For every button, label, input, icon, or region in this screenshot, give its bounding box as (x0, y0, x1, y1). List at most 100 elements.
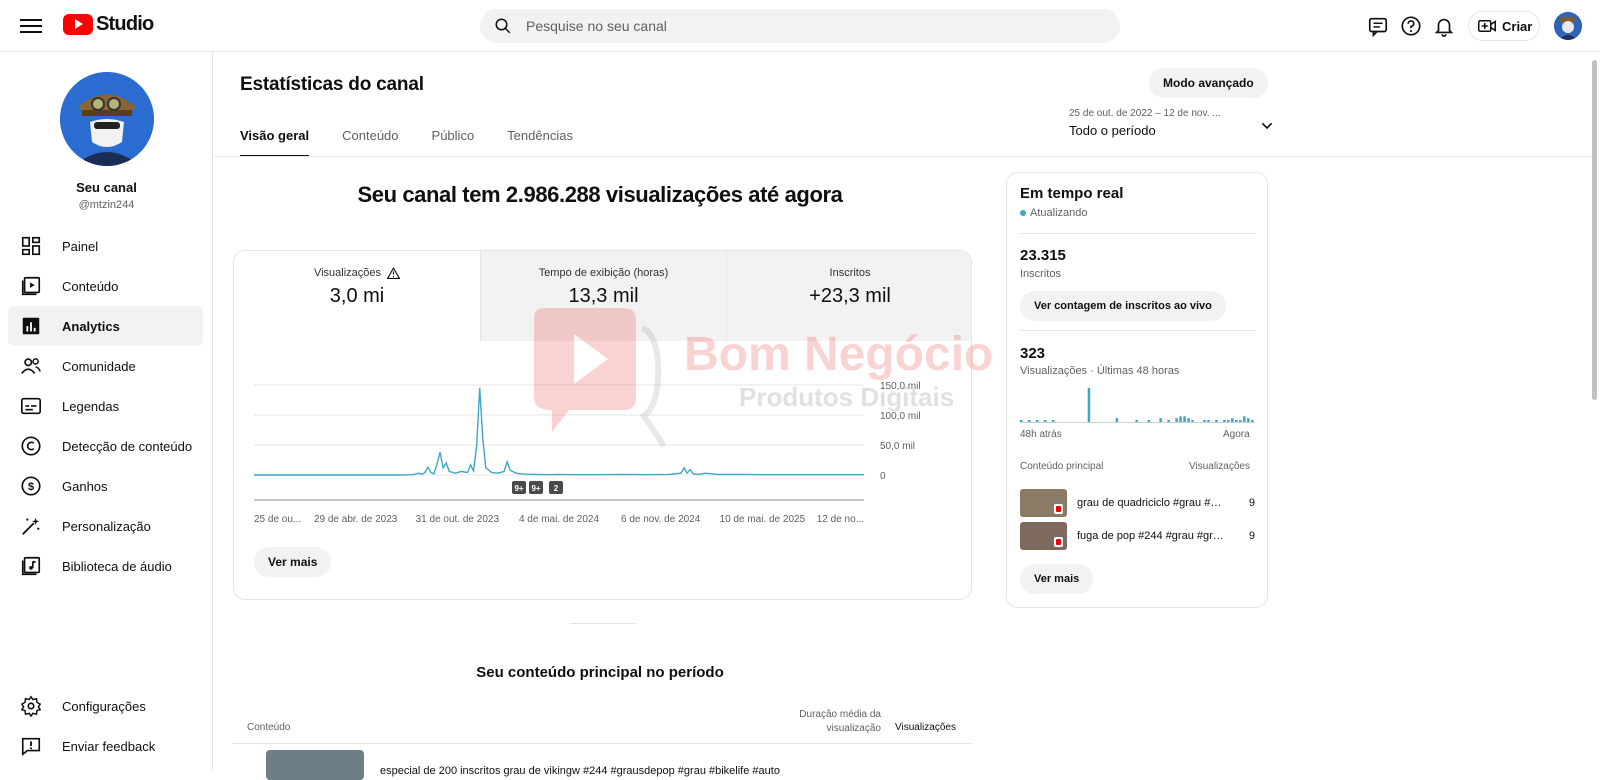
sidebar-item-label: Configurações (62, 698, 146, 714)
top-bar: Studio Criar (0, 0, 1600, 52)
copyright-icon (21, 436, 41, 456)
sidebar-item-label: Ganhos (62, 478, 108, 494)
metric-value: 13,3 mil (568, 285, 639, 307)
search-bar[interactable] (480, 9, 1120, 43)
tab-audience[interactable]: Público (431, 128, 475, 143)
community-icon (21, 358, 41, 374)
status-dot-icon (1020, 210, 1026, 216)
tab-overview[interactable]: Visão geral (240, 128, 310, 157)
subtitles-icon (21, 397, 41, 415)
realtime-see-more-button[interactable]: Ver mais (1020, 564, 1094, 594)
video-title[interactable]: especial de 200 inscritos grau de viking… (380, 765, 780, 777)
live-subscribers-button[interactable]: Ver contagem de inscritos ao vivo (1020, 291, 1226, 321)
sidebar-item-deteccao[interactable]: Detecção de conteúdo (8, 426, 203, 466)
tab-bar: Visão geral Conteúdo Público Tendências (240, 128, 573, 157)
metric-label: Visualizações (313, 267, 382, 279)
realtime-bar (1191, 420, 1194, 422)
y-tick-label: 100,0 mil (880, 411, 921, 422)
menu-icon[interactable] (20, 15, 42, 37)
column-header-duration[interactable]: Duração média da visualização (799, 709, 881, 734)
see-more-button[interactable]: Ver mais (254, 547, 332, 577)
realtime-bar (1051, 420, 1055, 422)
x-tick-label: 4 de mai. de 2024 (519, 514, 599, 525)
create-button[interactable]: Criar (1468, 11, 1540, 41)
main-content: Estatísticas do canal Modo avançado Visã… (214, 52, 1594, 780)
views-chart[interactable]: 0 50,0 mil 100,0 mil 150,0 mil 9+ 9+ 2 25 de ou… (234, 341, 972, 541)
analytics-icon (22, 317, 40, 335)
x-tick-label: 25 de ou... (254, 514, 301, 525)
list-item[interactable]: fuga de pop #244 #grau #gra... 9 (1020, 522, 1255, 550)
shorts-icon (1054, 504, 1063, 514)
status-text: Atualizando (1030, 207, 1088, 219)
realtime-bar (1043, 420, 1047, 422)
divider (1020, 233, 1255, 234)
realtime-bar (1028, 420, 1031, 422)
realtime-bar (1215, 420, 1218, 422)
sidebar-item-conteudo[interactable]: Conteúdo (8, 266, 203, 306)
advanced-mode-button[interactable]: Modo avançado (1149, 68, 1268, 98)
tab-trends[interactable]: Tendências (507, 128, 573, 143)
realtime-bar (1159, 418, 1162, 422)
video-thumbnail (1020, 522, 1067, 550)
chevron-down-icon (1261, 122, 1273, 130)
divider (1020, 330, 1255, 331)
divider (570, 623, 636, 624)
sidebar-item-label: Legendas (62, 398, 120, 414)
realtime-bar (1167, 420, 1170, 422)
sidebar-item-analytics[interactable]: Analytics (8, 306, 203, 346)
sidebar-item-label: Analytics (62, 318, 120, 334)
shorts-icon (1054, 537, 1063, 547)
metric-watch-time[interactable]: Tempo de exibição (horas) 13,3 mil (480, 251, 726, 341)
column-header-content[interactable]: Conteúdo (247, 722, 291, 733)
stats-card: Visualizações 3,0 mi Tempo de exibição (… (233, 250, 972, 600)
earn-icon: $ (21, 476, 41, 496)
realtime-bar (1087, 388, 1091, 422)
scrollbar[interactable] (1592, 60, 1597, 400)
date-period-label: Todo o período (1069, 123, 1156, 138)
messages-icon[interactable] (1367, 15, 1389, 37)
column-header-views[interactable]: Visualizações (895, 722, 956, 733)
sidebar: Seu canal @mtzin244 Painel Conteúdo Anal… (0, 52, 213, 771)
series-line (254, 387, 864, 476)
sidebar-item-configuracoes[interactable]: Configurações (8, 686, 203, 726)
realtime-bar (1135, 420, 1138, 422)
list-item[interactable]: grau de quadriciclo #grau #gr... 9 (1020, 489, 1255, 517)
page-title: Estatísticas do canal (240, 74, 424, 95)
realtime-subscribers-label: Inscritos (1020, 268, 1061, 280)
realtime-bar-chart[interactable] (1020, 387, 1255, 423)
x-tick-label: 29 de abr. de 2023 (314, 514, 398, 525)
warning-icon[interactable] (387, 267, 401, 279)
realtime-bar (1179, 416, 1182, 422)
video-thumbnail[interactable] (266, 750, 364, 780)
metric-value: 3,0 mi (329, 285, 385, 307)
sidebar-item-label: Comunidade (62, 358, 136, 374)
account-avatar[interactable] (1554, 12, 1582, 40)
help-icon[interactable] (1400, 15, 1422, 37)
sidebar-item-comunidade[interactable]: Comunidade (8, 346, 203, 386)
sidebar-item-personalizacao[interactable]: Personalização (8, 506, 203, 546)
date-range-picker[interactable]: 25 de out. de 2022 – 12 de nov. ... Todo… (1069, 108, 1273, 146)
sidebar-item-legendas[interactable]: Legendas (8, 386, 203, 426)
date-range-text: 25 de out. de 2022 – 12 de nov. ... (1069, 108, 1221, 119)
video-plus-icon (1478, 20, 1496, 32)
sidebar-item-ganhos[interactable]: $ Ganhos (8, 466, 203, 506)
metric-views[interactable]: Visualizações 3,0 mi (234, 251, 480, 341)
event-marker-label: 9+ (531, 484, 540, 493)
notifications-icon[interactable] (1433, 15, 1455, 37)
sidebar-item-label: Painel (62, 238, 99, 254)
sidebar-item-label: Detecção de conteúdo (62, 438, 193, 454)
realtime-bar (1223, 420, 1226, 422)
sidebar-item-painel[interactable]: Painel (8, 226, 203, 266)
search-input[interactable] (526, 9, 1086, 43)
channel-handle: @mtzin244 (78, 199, 135, 211)
x-tick-label: 12 de no... (817, 514, 864, 525)
sidebar-item-biblioteca-audio[interactable]: Biblioteca de áudio (8, 546, 203, 586)
tab-content[interactable]: Conteúdo (342, 128, 399, 143)
customization-icon (22, 517, 40, 535)
sidebar-item-feedback[interactable]: Enviar feedback (8, 726, 203, 766)
studio-logo[interactable]: Studio (63, 13, 154, 36)
search-icon[interactable] (494, 17, 512, 35)
channel-avatar[interactable] (60, 72, 154, 166)
metric-subscribers[interactable]: Inscritos +23,3 mil (726, 251, 971, 341)
realtime-bar (1247, 418, 1250, 422)
